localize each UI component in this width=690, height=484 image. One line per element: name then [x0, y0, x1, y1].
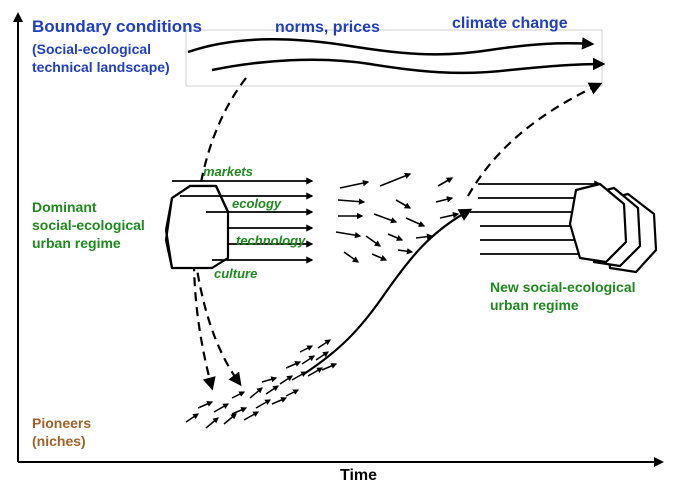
- dimension-ecology: ecology: [232, 196, 282, 211]
- transition-arrows: [335, 172, 460, 263]
- trend-climate-change: climate change: [452, 15, 568, 32]
- dimension-technology: technology: [236, 233, 306, 248]
- landscape-box: [185, 29, 603, 87]
- new-regime-label-2: urban regime: [490, 297, 579, 313]
- regime-dimension-labels: markets ecology technology culture: [203, 164, 306, 281]
- niche-to-landscape-arrow: [467, 82, 603, 197]
- landscape-subtitle-1: (Social-ecological: [32, 41, 151, 57]
- axes: [13, 12, 664, 467]
- new-regime-label-1: New social-ecological: [490, 279, 636, 295]
- landscape-wave-1: [187, 37, 595, 56]
- new-regime-hexagons: [568, 182, 658, 274]
- landscape-subtitle-2: technical landscape): [32, 59, 170, 75]
- niche-breakthrough-curve: [303, 208, 473, 375]
- regime-labels: Dominant social-ecological urban regime …: [32, 199, 636, 313]
- regime-to-niche-arrow: [190, 227, 242, 387]
- dominant-regime-label-3: urban regime: [32, 235, 121, 251]
- landscape-wave-2: [211, 57, 606, 75]
- landscape-labels: Boundary conditions (Social-ecological t…: [32, 15, 568, 75]
- trend-norms-prices: norms, prices: [275, 19, 380, 36]
- dimension-markets: markets: [203, 164, 253, 179]
- dominant-prism-face: [164, 184, 230, 270]
- new-regime-hex-front: [568, 182, 628, 264]
- dominant-regime-label-1: Dominant: [32, 199, 97, 215]
- x-axis-label: Time: [340, 467, 377, 484]
- landscape-trend-arrows: [187, 37, 606, 75]
- dominant-regime-prism: [164, 184, 230, 270]
- dominant-regime-label-2: social-ecological: [32, 217, 145, 233]
- dimension-culture: culture: [214, 266, 257, 281]
- niches-label: (niches): [32, 433, 86, 449]
- pioneers-label: Pioneers: [32, 415, 91, 431]
- landscape-title: Boundary conditions: [32, 17, 202, 36]
- niche-arrows: [185, 339, 338, 429]
- niche-labels: Pioneers (niches): [32, 415, 91, 449]
- dashed-pressure-arrows: [190, 77, 603, 391]
- regime-arrows: [172, 177, 314, 264]
- landscape-to-niche-arrow-1: [192, 77, 247, 391]
